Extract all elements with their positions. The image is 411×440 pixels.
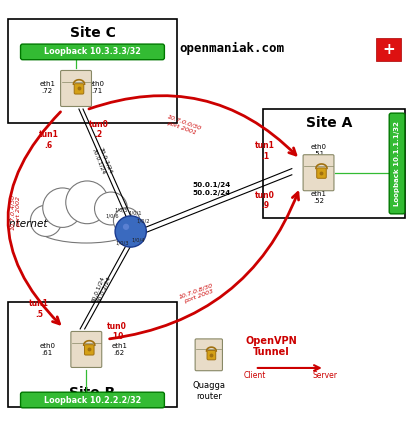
Text: Server: Server: [312, 371, 337, 380]
Text: 50.0.2/24: 50.0.2/24: [192, 190, 231, 196]
FancyBboxPatch shape: [85, 345, 94, 355]
Circle shape: [115, 216, 146, 247]
Text: eth0
.61: eth0 .61: [39, 343, 55, 356]
Text: tun0
.2: tun0 .2: [89, 120, 109, 139]
Text: Loopback 10.3.3.3/32: Loopback 10.3.3.3/32: [44, 48, 141, 56]
FancyBboxPatch shape: [21, 44, 164, 60]
Text: Client: Client: [244, 371, 266, 380]
FancyBboxPatch shape: [376, 37, 401, 61]
FancyBboxPatch shape: [303, 155, 334, 191]
Text: Loopback 10.2.2.2/32: Loopback 10.2.2.2/32: [44, 396, 141, 404]
Text: Quagga
router: Quagga router: [192, 381, 225, 400]
Circle shape: [113, 208, 140, 234]
Text: eth1
.62: eth1 .62: [111, 343, 127, 356]
FancyBboxPatch shape: [74, 84, 84, 94]
Text: tun1
.1: tun1 .1: [255, 141, 275, 161]
Circle shape: [30, 205, 62, 236]
Text: 1/0/6: 1/0/6: [105, 213, 119, 218]
Text: eth0
.51: eth0 .51: [311, 143, 326, 157]
Text: eth1
.72: eth1 .72: [39, 81, 55, 94]
FancyBboxPatch shape: [71, 331, 102, 367]
Text: Loopback 10.1.1.1/32: Loopback 10.1.1.1/32: [394, 121, 400, 206]
Text: 60.0.2/24: 60.0.2/24: [97, 275, 112, 303]
Text: tun1
.5: tun1 .5: [29, 300, 49, 319]
Text: eth0
.71: eth0 .71: [89, 81, 104, 94]
FancyBboxPatch shape: [8, 302, 177, 407]
Text: 1/0/4: 1/0/4: [131, 237, 145, 242]
Text: +: +: [382, 41, 395, 56]
Circle shape: [66, 181, 109, 224]
Text: tun1
.6: tun1 .6: [39, 130, 58, 150]
Text: 10.7.0.4/30
port 2002: 10.7.0.4/30 port 2002: [10, 194, 21, 230]
Circle shape: [95, 192, 127, 225]
Text: 70.0.2/24: 70.0.2/24: [97, 147, 113, 175]
FancyBboxPatch shape: [60, 70, 92, 106]
Text: Internet: Internet: [7, 219, 48, 229]
FancyBboxPatch shape: [389, 113, 405, 214]
Text: Site B: Site B: [69, 385, 115, 400]
Text: tun0
.10: tun0 .10: [107, 322, 127, 341]
Text: eth1
.52: eth1 .52: [311, 191, 326, 204]
Text: 1/0/5: 1/0/5: [115, 208, 129, 213]
Circle shape: [43, 188, 82, 227]
Text: 10.7.0.0/30
port 2001: 10.7.0.0/30 port 2001: [164, 114, 202, 137]
Text: 10.7.0.8/30
port 2003: 10.7.0.8/30 port 2003: [178, 283, 216, 305]
Text: 1/0/1: 1/0/1: [129, 210, 143, 216]
Text: 70.0.1/24: 70.0.1/24: [91, 147, 106, 175]
Text: tun0
.9: tun0 .9: [255, 191, 275, 210]
Text: openmaniak.com: openmaniak.com: [180, 42, 285, 55]
FancyBboxPatch shape: [21, 392, 164, 408]
Text: Site A: Site A: [306, 117, 353, 130]
FancyBboxPatch shape: [8, 18, 177, 123]
FancyBboxPatch shape: [195, 339, 222, 371]
FancyBboxPatch shape: [317, 168, 326, 178]
FancyBboxPatch shape: [207, 351, 216, 360]
Text: 60.0.1/24: 60.0.1/24: [90, 275, 105, 303]
Text: 1/0/3: 1/0/3: [116, 240, 129, 245]
Text: OpenVPN
Tunnel: OpenVPN Tunnel: [245, 336, 297, 357]
Text: 50.0.1/24: 50.0.1/24: [192, 183, 231, 188]
Text: 1/0/2: 1/0/2: [136, 219, 150, 224]
FancyBboxPatch shape: [263, 109, 405, 218]
Ellipse shape: [37, 213, 136, 243]
Circle shape: [123, 224, 129, 230]
Text: Site C: Site C: [69, 26, 115, 40]
